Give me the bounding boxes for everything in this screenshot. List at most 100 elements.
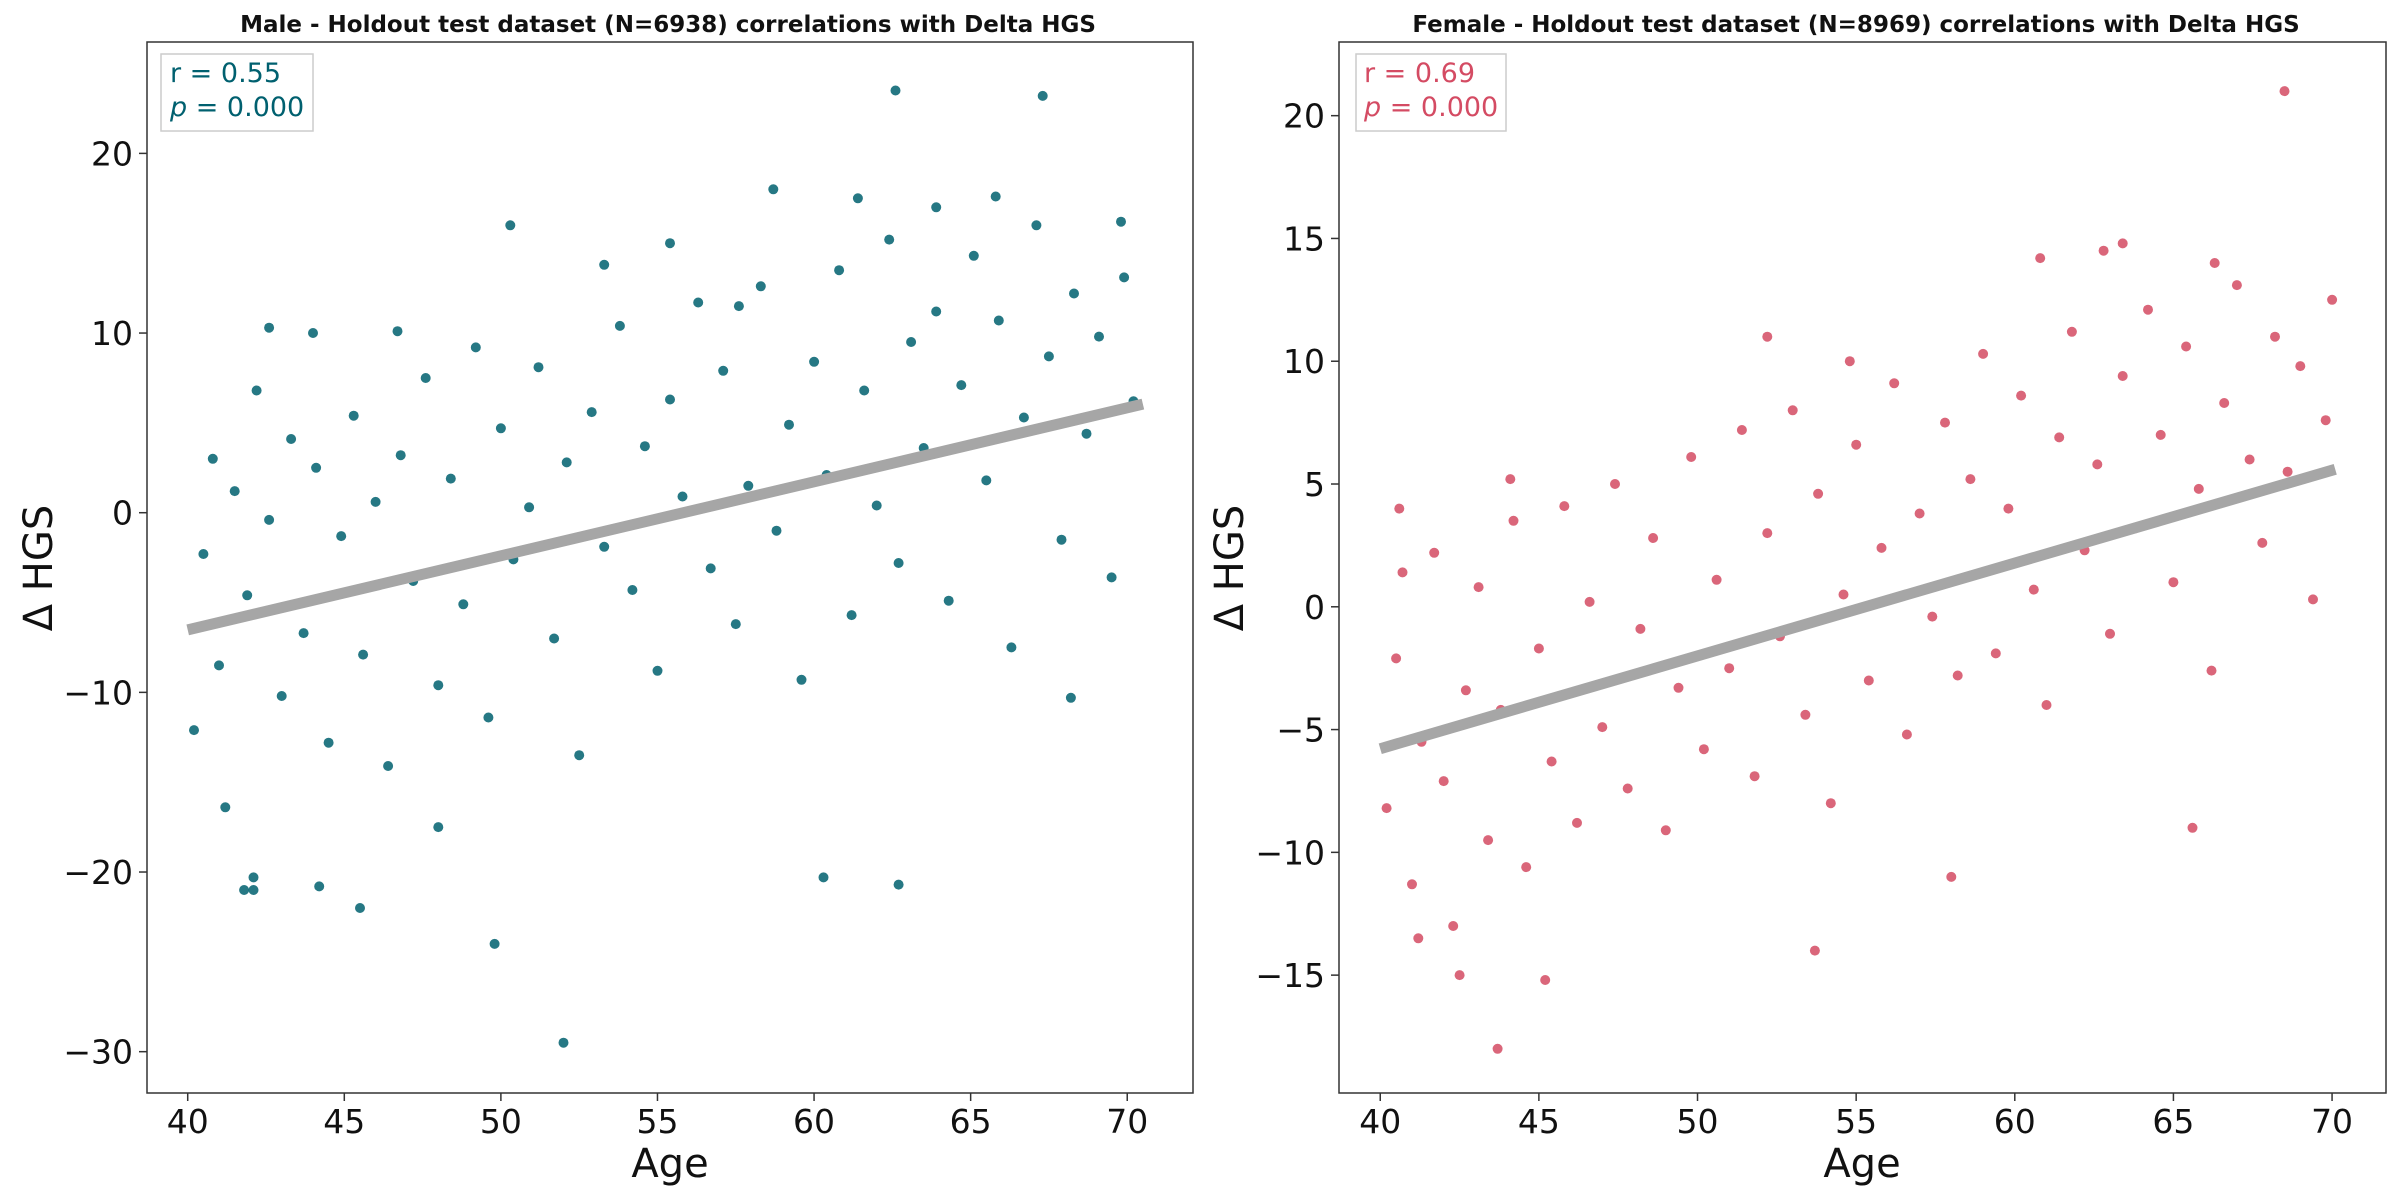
male-y-tick-label: 0 — [112, 494, 133, 533]
male-data-point — [871, 500, 882, 511]
female-data-point — [2092, 459, 2103, 470]
female-data-point — [2308, 594, 2318, 605]
male-data-point — [276, 691, 287, 701]
male-data-point — [884, 234, 895, 245]
male-data-point — [1037, 90, 1048, 101]
male-data-point — [1094, 331, 1104, 342]
male-data-point — [652, 665, 663, 676]
male-data-point — [524, 502, 535, 513]
male-data-point — [586, 407, 597, 418]
female-data-point — [1610, 479, 1620, 489]
female-x-tick-label: 55 — [1835, 1102, 1877, 1141]
male-data-point — [665, 238, 675, 249]
female-data-point — [1914, 508, 1925, 519]
female-data-point — [2016, 390, 2027, 401]
female-y-tick-label: 15 — [1283, 219, 1325, 258]
female-data-point — [2219, 398, 2230, 408]
male-plot-frame — [146, 41, 1194, 1094]
male-data-point — [859, 385, 870, 396]
female-p-number: = 0.000 — [1381, 92, 1498, 123]
female-x-tick-label: 70 — [2311, 1102, 2353, 1141]
male-data-point — [1056, 534, 1067, 545]
female-data-point — [1927, 611, 1938, 622]
male-data-point — [818, 872, 829, 883]
female-data-point — [2206, 665, 2217, 676]
male-data-point — [323, 737, 334, 748]
female-data-point — [1648, 533, 1659, 543]
male-data-point — [614, 320, 625, 331]
female-x-axis: 40 45 50 55 60 65 70 — [1359, 1093, 2353, 1141]
male-data-point — [489, 938, 500, 949]
female-data-point — [1889, 378, 1900, 389]
female-data-point — [1597, 722, 1608, 733]
male-data-point — [308, 328, 318, 338]
male-x-axis: 40 45 50 55 60 65 70 — [167, 1093, 1148, 1141]
female-data-point — [1787, 405, 1798, 416]
male-data-point — [392, 326, 403, 337]
female-data-point — [2181, 341, 2192, 352]
male-x-tick-label: 60 — [793, 1102, 835, 1141]
male-x-tick-label: 65 — [950, 1102, 992, 1141]
female-data-point — [1736, 425, 1747, 435]
female-data-point — [1660, 825, 1671, 836]
female-data-point — [2117, 371, 2128, 381]
male-data-point — [784, 419, 794, 430]
male-x-tick-label: 55 — [636, 1102, 678, 1141]
female-data-point — [1800, 709, 1811, 720]
male-data-point — [495, 423, 506, 434]
female-data-point — [1473, 582, 1484, 593]
female-y-axis-label: Δ HGS — [1207, 505, 1253, 632]
female-data-point — [1749, 771, 1760, 782]
female-data-point — [1724, 663, 1735, 674]
female-data-point — [1454, 970, 1465, 981]
female-data-point — [2279, 86, 2290, 97]
male-data-point — [220, 802, 231, 813]
male-data-point — [733, 301, 744, 312]
male-x-axis-label: Age — [631, 1141, 708, 1187]
female-data-point — [1635, 623, 1646, 634]
female-data-point — [2105, 628, 2115, 639]
male-data-point — [1069, 288, 1079, 299]
male-chart: Male - Holdout test dataset (N=6938) cor… — [16, 12, 1194, 1187]
male-data-point — [242, 590, 253, 601]
male-data-point — [355, 903, 365, 913]
male-data-point — [599, 259, 610, 270]
male-data-point — [755, 281, 766, 292]
female-y-tick-label: 0 — [1304, 588, 1325, 627]
female-p-value: p = 0.000 — [1363, 92, 1498, 123]
female-data-point — [1448, 921, 1459, 931]
male-stats-legend: r = 0.55 p = 0.000 — [160, 53, 314, 132]
female-data-point — [2231, 280, 2242, 291]
male-data-point — [1031, 220, 1042, 231]
male-data-point — [251, 385, 262, 396]
male-data-point — [239, 885, 250, 895]
female-data-point — [1413, 933, 1424, 944]
female-data-point — [1863, 675, 1874, 686]
male-data-point — [705, 563, 716, 574]
female-data-point — [1492, 1043, 1503, 1054]
male-data-point — [248, 872, 259, 883]
female-x-tick-label: 65 — [2152, 1102, 2194, 1141]
female-x-tick-label: 40 — [1359, 1102, 1401, 1141]
male-data-point — [1081, 428, 1092, 439]
male-data-point — [298, 628, 309, 639]
female-data-point — [2143, 304, 2153, 315]
male-data-point — [639, 441, 650, 452]
male-data-point — [561, 457, 572, 468]
female-data-point — [2295, 361, 2306, 372]
female-y-tick-label: −10 — [1255, 833, 1325, 872]
male-data-point — [383, 761, 394, 771]
male-x-tick-label: 45 — [323, 1102, 365, 1141]
male-data-point — [549, 633, 560, 644]
male-data-point — [931, 306, 942, 317]
female-stats-box — [1355, 53, 1507, 132]
male-p-number: = 0.000 — [187, 92, 304, 123]
male-data-point — [809, 356, 820, 367]
male-data-point — [311, 462, 322, 473]
male-data-point — [458, 599, 469, 610]
female-x-tick-label: 45 — [1518, 1102, 1560, 1141]
female-data-point — [1844, 356, 1855, 367]
male-data-point — [834, 265, 845, 276]
female-data-point — [2193, 483, 2204, 494]
male-data-point — [1106, 572, 1117, 583]
